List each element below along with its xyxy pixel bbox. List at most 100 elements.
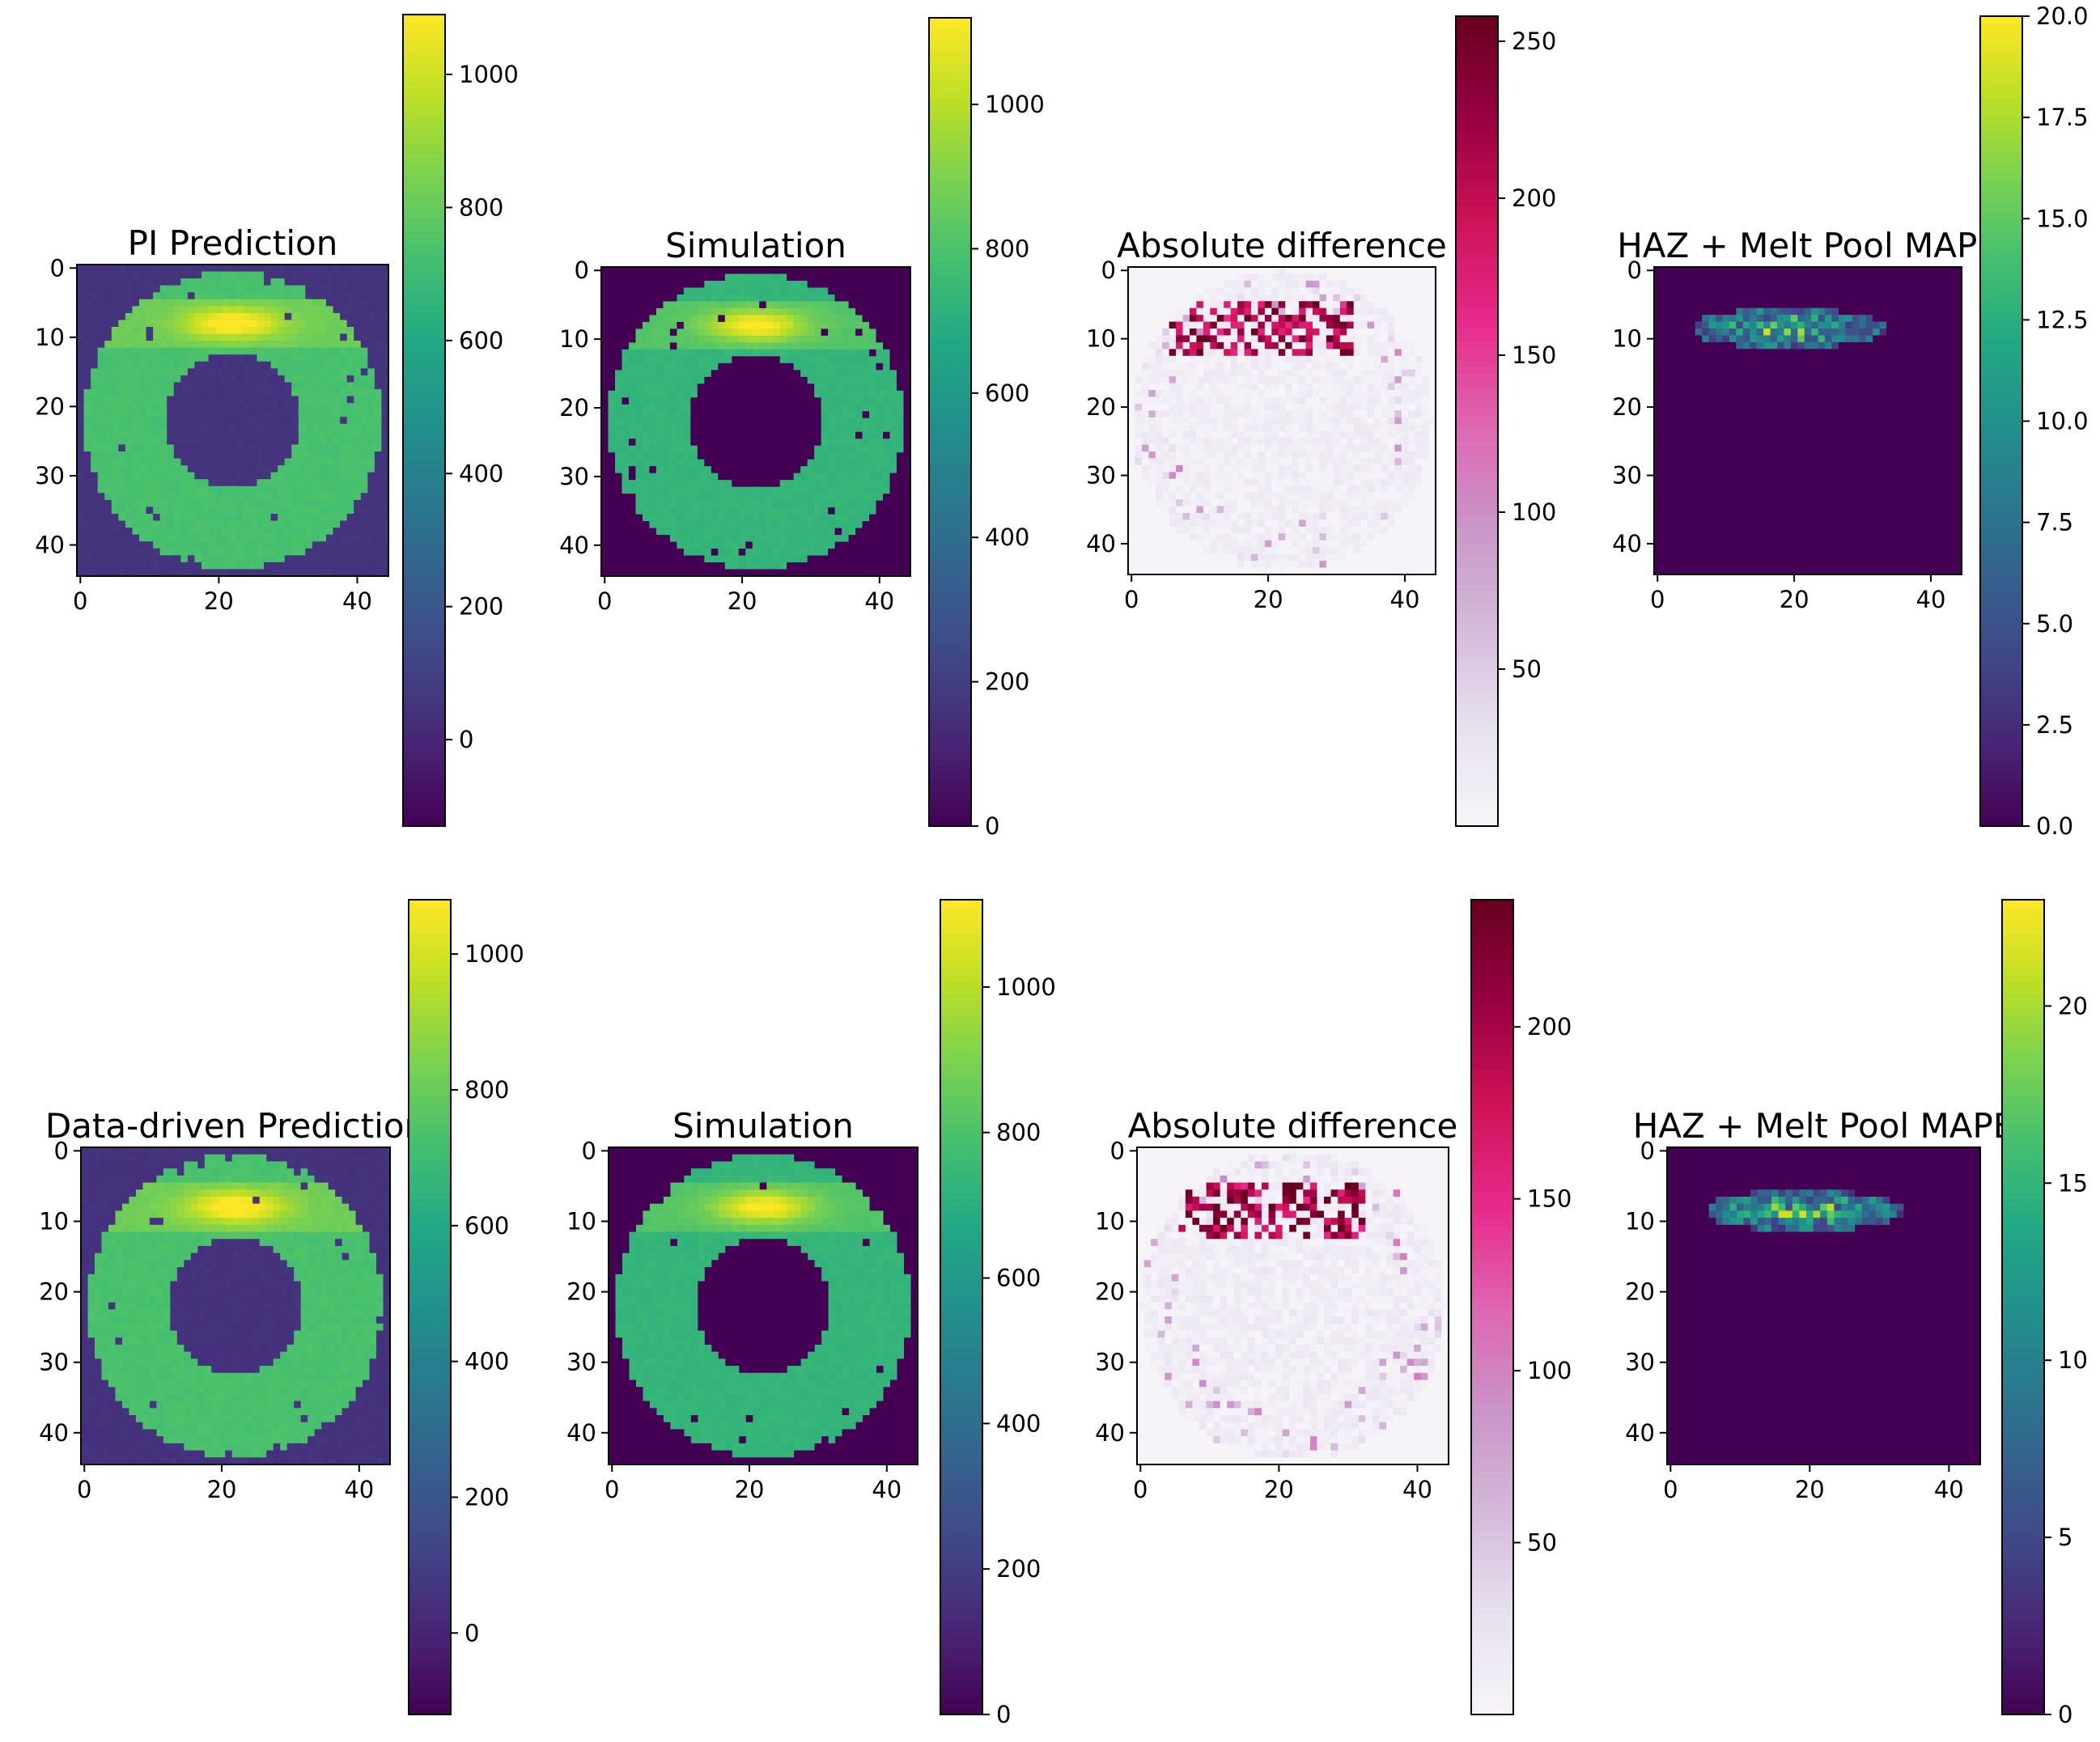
heatmap-cells [1128, 267, 1436, 575]
heatmap-cell [669, 514, 677, 522]
heatmap-cell [601, 569, 609, 577]
heatmap-cell [642, 521, 651, 529]
heatmap-cell [608, 411, 616, 419]
heatmap-cell [814, 267, 822, 275]
heatmap-cell [807, 439, 815, 447]
heatmap-cell [622, 273, 630, 282]
heatmap-cell [1333, 287, 1341, 295]
heatmap-cell [759, 335, 767, 343]
heatmap-cell [180, 409, 189, 417]
heatmap-cell [125, 528, 134, 536]
heatmap-cell [77, 506, 85, 515]
heatmap-cell [889, 315, 897, 323]
heatmap-cell [360, 528, 368, 536]
heatmap-cell [270, 514, 278, 522]
heatmap-cell [903, 500, 911, 508]
heatmap-cell [1141, 328, 1149, 337]
heatmap-cell [249, 278, 258, 286]
heatmap-cell [305, 292, 313, 300]
heatmap-cell [305, 528, 313, 536]
heatmap-cell [180, 306, 189, 314]
heatmap-cell [312, 312, 320, 321]
heatmap-cell [642, 486, 651, 494]
heatmap-cell [167, 312, 175, 321]
heatmap-cell [1394, 287, 1402, 295]
heatmap-cell [326, 389, 334, 397]
heatmap-cell [1374, 355, 1382, 363]
heatmap-cell [346, 430, 354, 439]
heatmap-cell [305, 409, 313, 417]
heatmap-cell [305, 278, 313, 286]
heatmap-cell [167, 437, 175, 446]
heatmap-cell [257, 403, 265, 411]
heatmap-cell [779, 486, 787, 494]
heatmap-cell [139, 347, 147, 355]
heatmap-cell [187, 278, 196, 286]
heatmap-cell [718, 335, 726, 343]
heatmap-cell [690, 362, 698, 371]
heatmap-cell [1203, 321, 1211, 329]
heatmap-cell [635, 328, 643, 337]
heatmap-cell [243, 562, 251, 570]
heatmap-cell [208, 271, 216, 279]
heatmap-cell [270, 375, 278, 384]
heatmap-cell [683, 267, 691, 275]
heatmap-cell [153, 389, 161, 397]
heatmap-cell [1176, 267, 1184, 275]
heatmap-cell [821, 466, 829, 474]
heatmap-cell [374, 341, 383, 349]
heatmap-cell [897, 569, 905, 577]
heatmap-cell [264, 506, 272, 515]
heatmap-cell [677, 273, 685, 282]
heatmap-cell [1203, 328, 1211, 337]
heatmap-cell [77, 534, 85, 542]
heatmap-cell [291, 465, 299, 473]
heatmap-cell [77, 409, 85, 417]
heatmap-cell [862, 521, 870, 529]
colorbar-band [929, 509, 971, 517]
heatmap-cell [381, 506, 389, 515]
heatmap-cell [1319, 280, 1327, 288]
heatmap-cell [111, 569, 119, 577]
heatmap-cell [180, 520, 189, 528]
heatmap-cell [869, 315, 877, 323]
heatmap-cell [340, 271, 348, 279]
heatmap-cell [83, 306, 91, 314]
heatmap-cell [194, 292, 202, 300]
heatmap-cell [360, 306, 368, 314]
heatmap-cell [132, 485, 140, 494]
heatmap-cell [1319, 349, 1327, 357]
heatmap-cell [614, 494, 623, 502]
heatmap-cell [608, 514, 616, 522]
heatmap-cell [848, 301, 856, 309]
heatmap-cell [118, 541, 126, 549]
heatmap-cell [83, 354, 91, 362]
heatmap-cell [655, 521, 664, 529]
heatmap-cell [779, 397, 787, 405]
heatmap-cell [340, 451, 348, 460]
heatmap-cell [1169, 301, 1177, 309]
heatmap-cell [298, 292, 306, 300]
heatmap-cell [862, 562, 870, 570]
heatmap-cell [1292, 267, 1300, 275]
colorbar-band [403, 704, 445, 712]
heatmap-cell [663, 541, 671, 549]
heatmap-cell [202, 375, 210, 384]
heatmap-cell [243, 458, 251, 466]
heatmap-cell [229, 265, 237, 273]
heatmap-cell [1264, 267, 1272, 275]
heatmap-cell [862, 397, 870, 405]
heatmap-cell [1360, 307, 1368, 316]
heatmap-cell [732, 335, 740, 343]
heatmap-cell [738, 280, 746, 289]
heatmap-cell [711, 562, 719, 570]
heatmap-cell [132, 333, 140, 341]
heatmap-cell [1190, 335, 1198, 343]
heatmap-cell [903, 466, 911, 474]
heatmap-cell [97, 320, 105, 328]
heatmap-cell [779, 301, 787, 309]
heatmap-cell [1237, 315, 1245, 323]
heatmap-cell [869, 425, 877, 433]
heatmap-cell [180, 396, 189, 404]
heatmap-cell [834, 307, 842, 316]
